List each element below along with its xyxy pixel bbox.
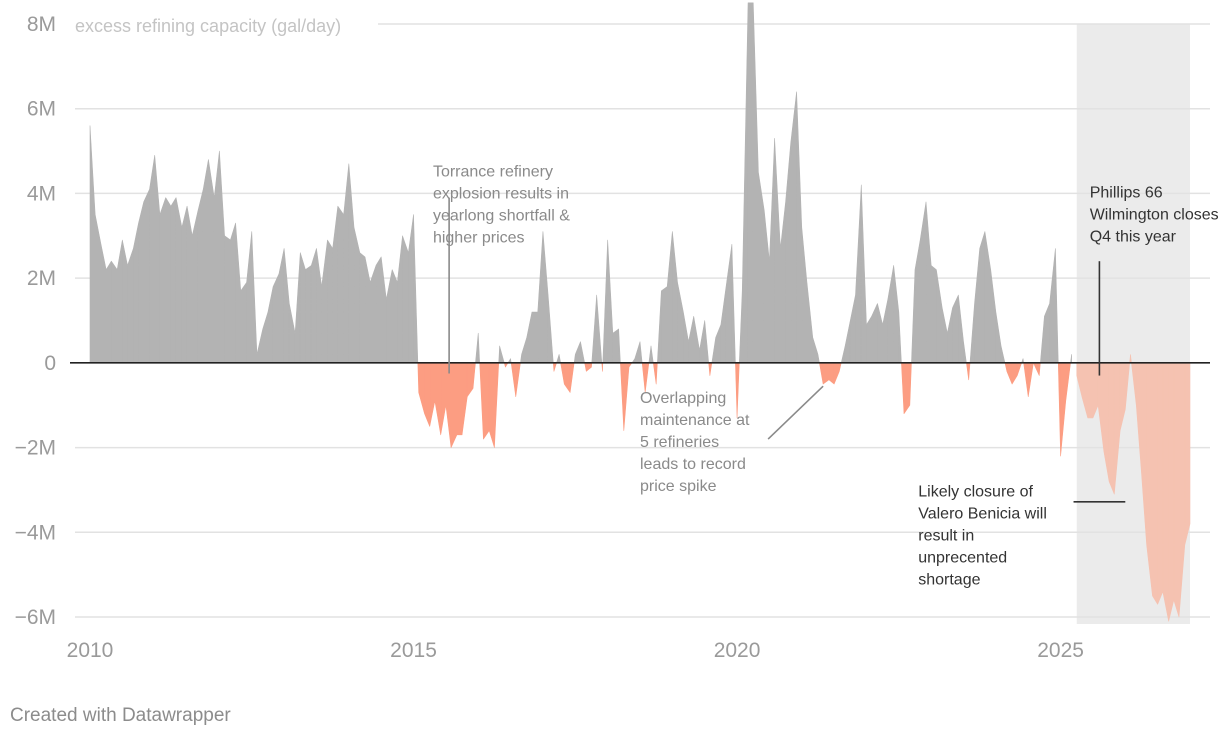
y-tick-label: −6M <box>15 606 56 629</box>
y-tick-label: −2M <box>15 437 56 460</box>
annotation-phillips: Phillips 66 Wilmington closes Q4 this year <box>1090 185 1219 246</box>
annotation-line-text: Torrance refinery <box>433 163 553 180</box>
chart-svg: 8M 6M 4M 2M 0 −2M −4M −6M excess refining capaci… <box>15 2 1219 662</box>
annotation-line-text: maintenance at <box>640 412 750 429</box>
annotation-line-text: shortage <box>918 571 980 588</box>
annotation-line-text: explosion results in <box>433 185 569 202</box>
y-tick-label: 2M <box>27 267 56 290</box>
y-axis-label: excess refining capacity (gal/day) <box>75 16 341 36</box>
annotation-line-text: Valero Benicia will <box>918 505 1047 522</box>
annotation-line-text: unprecented <box>918 549 1007 566</box>
annotation-line-text: price spike <box>640 478 717 495</box>
x-tick-label: 2015 <box>390 639 437 662</box>
annotation-benicia: Likely closure of Valero Benicia will resu… <box>918 483 1047 588</box>
y-tick-label: 8M <box>27 13 56 36</box>
annotation-line-text: Q4 this year <box>1090 229 1177 246</box>
y-tick-label: 0 <box>44 352 56 375</box>
annotation-line-text: Phillips 66 <box>1090 185 1163 202</box>
annotation-line-text: higher prices <box>433 229 525 246</box>
annotation-line-text: yearlong shortfall & <box>433 207 570 224</box>
annotation-line-text: Likely closure of <box>918 483 1033 500</box>
annotation-line-text: leads to record <box>640 456 746 473</box>
x-tick-label: 2025 <box>1037 639 1084 662</box>
annotation-line-text: Wilmington closes <box>1090 207 1219 224</box>
x-tick-label: 2020 <box>714 639 761 662</box>
annotation-torrance: Torrance refinery explosion results in yea… <box>433 163 570 246</box>
y-tick-label: 6M <box>27 98 56 121</box>
projected-shortfall-area <box>1076 362 1191 622</box>
footer-credit[interactable]: Created with Datawrapper <box>10 705 231 726</box>
annotation-line-text: Overlapping <box>640 390 726 407</box>
annotation-line-text: result in <box>918 527 974 544</box>
x-tick-label: 2010 <box>67 639 114 662</box>
annotation-overlapping: Overlapping maintenance at 5 refineries lea… <box>640 390 750 495</box>
surplus-area <box>89 2 1072 364</box>
annotation-line-text: 5 refineries <box>640 434 719 451</box>
y-tick-label: 4M <box>27 182 56 205</box>
y-tick-label: −4M <box>15 521 56 544</box>
shortfall-area <box>417 362 1071 457</box>
annotation-line-overlapping <box>767 385 824 440</box>
